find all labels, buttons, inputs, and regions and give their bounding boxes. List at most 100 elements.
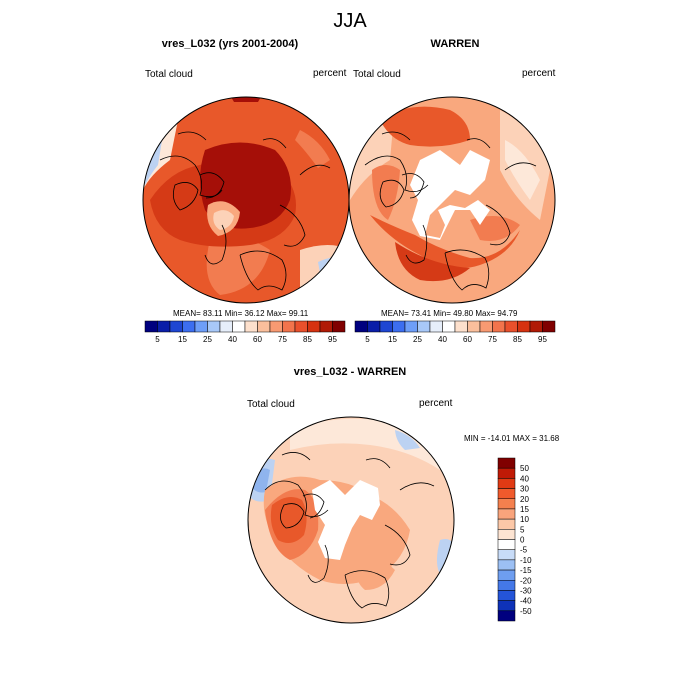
panel-2-colorbar-tick-label: 15 xyxy=(388,335,397,344)
panel-2-max-label: Max= xyxy=(475,309,496,318)
panel-3-colorbar-tick-label: 5 xyxy=(520,525,525,534)
panel-2-min-label: Min= xyxy=(433,309,451,318)
panel-1-colorbar-swatch xyxy=(207,320,221,333)
panel-2-colorbar-swatch xyxy=(392,320,406,333)
panel-2-mean-label: MEAN= xyxy=(381,309,409,318)
panel-2-colorbar-tick-label: 60 xyxy=(463,335,472,344)
panel-1-variable-label: Total cloud xyxy=(145,69,193,80)
panel-3-colorbar-swatch xyxy=(497,518,516,530)
panel-1-colorbar-swatch xyxy=(232,320,246,333)
panel-2-colorbar-swatch xyxy=(354,320,368,333)
panel-2-map xyxy=(349,97,555,303)
panel-1-mean-label: MEAN= xyxy=(173,309,201,318)
panel-1-min-value: 36.12 xyxy=(244,309,265,318)
panel-1-colorbar-tick-label: 60 xyxy=(253,335,262,344)
panel-1-max-value: 99.11 xyxy=(288,309,309,318)
panel-1-colorbar: 5 15 25 40 60 75 85 95 xyxy=(144,320,346,344)
panel-2-colorbar-swatch xyxy=(542,320,556,333)
panel-3-colorbar-swatch xyxy=(497,580,516,591)
panel-1-map xyxy=(143,97,349,303)
panel-1-colorbar-swatch xyxy=(269,320,283,333)
panel-3-colorbar-swatch xyxy=(497,467,516,479)
panel-1-colorbar-tick-label: 25 xyxy=(203,335,212,344)
panel-2-colorbar-swatch xyxy=(517,320,531,333)
panel-3-colorbar-tick-label: -15 xyxy=(520,566,532,575)
panel-1-min-label: Min= xyxy=(224,309,243,318)
panel-2-colorbar-swatch xyxy=(479,320,493,333)
panel-2-colorbar-tick-label: 75 xyxy=(488,335,497,344)
panel-3-units-label: percent xyxy=(419,398,453,409)
panel-2-variable-label: Total cloud xyxy=(353,69,401,80)
panel-3-colorbar-swatch xyxy=(497,549,516,561)
panel-1-title: vres_L032 (yrs 2001-2004) xyxy=(161,38,299,50)
panel-3-colorbar-tick-label: -30 xyxy=(520,586,532,595)
panel-1-colorbar-swatch xyxy=(244,320,258,333)
panel-2-colorbar-tick-label: 40 xyxy=(438,335,447,344)
panel-1-colorbar-swatch xyxy=(144,320,158,333)
panel-2-colorbar-swatch xyxy=(529,320,543,333)
panel-1-colorbar-swatch xyxy=(219,320,233,333)
panel-2-title: WARREN xyxy=(430,38,480,50)
panel-2-units-label: percent xyxy=(522,68,556,79)
panel-1-max-label: Max= xyxy=(266,309,287,318)
panel-3-colorbar-tick-label: 15 xyxy=(520,505,529,514)
panel-3-colorbar-swatch xyxy=(497,559,516,571)
panel-2-colorbar-tick-label: 95 xyxy=(538,335,547,344)
panel-3-colorbar-tick-label: -50 xyxy=(520,607,532,616)
panel-1-colorbar-swatch xyxy=(319,320,333,333)
panel-3-colorbar-tick-label: 10 xyxy=(520,515,529,524)
panel-3-colorbar-tick-label: -10 xyxy=(520,556,532,565)
panel-1-colorbar-tick-label: 5 xyxy=(155,335,160,344)
panel-2-colorbar-swatch xyxy=(367,320,381,333)
panel-2-colorbar-swatch xyxy=(379,320,393,333)
panel-3-colorbar-tick-label: 20 xyxy=(520,495,529,504)
panel-3-colorbar-tick-label: -5 xyxy=(520,546,528,555)
panel-3-minmax-text: MIN = -14.01 MAX = 31.68 xyxy=(464,434,560,443)
panel-1-colorbar-swatch xyxy=(294,320,308,333)
panel-1-colorbar-tick-label: 40 xyxy=(228,335,237,344)
panel-3-colorbar-tick-label: 50 xyxy=(520,464,529,473)
panel-1-colorbar-swatch xyxy=(282,320,296,333)
figure-title: JJA xyxy=(333,10,367,32)
panel-1-colorbar-tick-label: 95 xyxy=(328,335,337,344)
panel-1-colorbar-swatch xyxy=(194,320,208,333)
panel-3-colorbar-tick-label: -20 xyxy=(520,576,532,585)
panel-1-colorbar-swatch xyxy=(257,320,271,333)
panel-2-colorbar-swatch xyxy=(454,320,468,333)
panel-1-colorbar-swatch xyxy=(332,320,346,333)
panel-1-units-label: percent xyxy=(313,68,347,79)
panel-2-colorbar-swatch xyxy=(429,320,443,333)
panel-2-colorbar-swatch xyxy=(467,320,481,333)
panel-3-colorbar-swatch xyxy=(497,478,516,489)
panel-2-colorbar-swatch xyxy=(404,320,418,333)
panel-3-map xyxy=(248,417,454,623)
panel-2-colorbar-swatch xyxy=(417,320,431,333)
panel-3-colorbar-swatch xyxy=(497,600,516,612)
panel-3-colorbar-swatch xyxy=(497,529,516,540)
panel-2-colorbar-swatch xyxy=(442,320,456,333)
panel-3-colorbar-swatch xyxy=(497,610,516,622)
panel-1-colorbar-tick-label: 75 xyxy=(278,335,287,344)
panel-2-colorbar-swatch xyxy=(492,320,506,333)
panel-1-colorbar-swatch xyxy=(307,320,321,333)
panel-2-max-value: 94.79 xyxy=(497,309,518,318)
panel-3-colorbar-tick-label: 30 xyxy=(520,485,529,494)
panel-3-map-boundary xyxy=(247,416,455,624)
panel-2-min-value: 49.80 xyxy=(453,309,474,318)
panel-3-colorbar-tick-label: 0 xyxy=(520,536,525,545)
panel-1-stats: MEAN= 83.11 Min= 36.12 Max= 99.11 xyxy=(173,309,308,318)
panel-2-colorbar-tick-label: 5 xyxy=(365,335,370,344)
panel-2-stats: MEAN= 73.41 Min= 49.80 Max= 94.79 xyxy=(381,309,517,318)
panel-1-colorbar-swatch xyxy=(169,320,183,333)
panel-1-colorbar-tick-label: 15 xyxy=(178,335,187,344)
panel-3-colorbar-swatch xyxy=(497,508,516,520)
panel-3-colorbar-swatch xyxy=(497,457,516,469)
panel-3-colorbar-swatch xyxy=(497,539,516,550)
panel-2-map-boundary xyxy=(348,96,556,304)
panel-3-title: vres_L032 - WARREN xyxy=(293,366,407,378)
panel-2-colorbar: 5 15 25 40 60 75 85 95 xyxy=(354,320,556,344)
panel-2-colorbar-swatch xyxy=(504,320,518,333)
panel-1-colorbar-swatch xyxy=(182,320,196,333)
